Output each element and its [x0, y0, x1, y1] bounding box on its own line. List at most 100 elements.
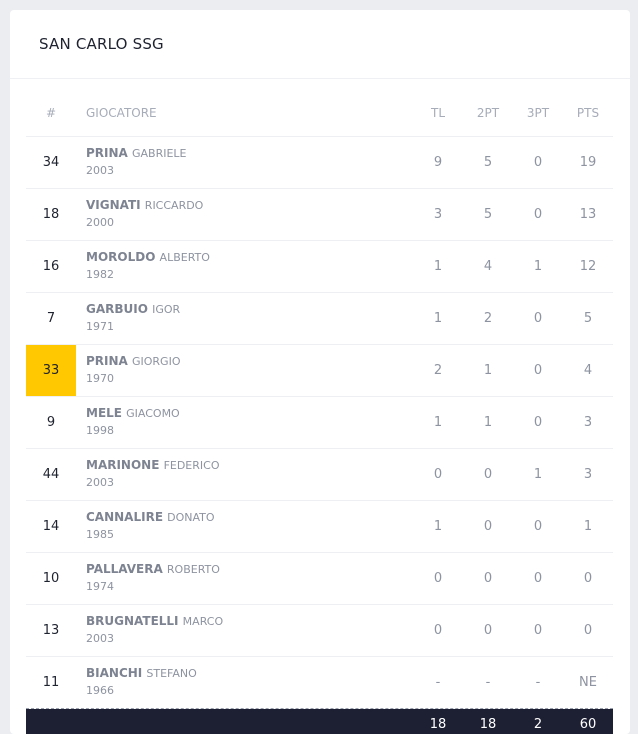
team-name: SAN CARLO SSG	[39, 35, 164, 53]
col-number-header: #	[45, 105, 57, 120]
player-first-name[interactable]: MARCO	[182, 615, 224, 628]
player-first-name[interactable]: ALBERTO	[159, 251, 210, 264]
player-birth-year: 1974	[86, 580, 114, 593]
player-cell: PALLAVERA ROBERTO 1974	[76, 561, 413, 596]
player-last-name[interactable]: PRINA	[86, 146, 128, 160]
player-first-name[interactable]: GIACOMO	[126, 407, 180, 420]
stat-pts: NE	[579, 675, 597, 690]
total-2pt: 18	[479, 717, 497, 732]
player-first-name[interactable]: GABRIELE	[131, 147, 187, 160]
stat-tl: 1	[433, 519, 443, 534]
player-first-name[interactable]: GIORGIO	[131, 355, 181, 368]
stat-3pt: 0	[533, 415, 543, 430]
player-last-name[interactable]: CANNALIRE	[86, 510, 164, 524]
table-row: 18 VIGNATI RICCARDO 2000 3 5 0 13	[26, 189, 613, 241]
player-first-name[interactable]: ROBERTO	[166, 563, 220, 576]
player-cell: BRUGNATELLI MARCO 2003	[76, 613, 413, 648]
stat-pts: 4	[583, 363, 593, 378]
player-last-name[interactable]: MOROLDO	[86, 250, 156, 264]
stat-pts: 12	[579, 259, 597, 274]
stat-tl: 9	[433, 155, 443, 170]
stat-tl: 2	[433, 363, 443, 378]
player-number: 44	[42, 467, 60, 482]
player-number: 34	[42, 155, 60, 170]
total-3pt: 2	[533, 717, 543, 732]
player-first-name[interactable]: STEFANO	[146, 667, 197, 680]
player-first-name[interactable]: IGOR	[152, 303, 181, 316]
stat-2pt: 0	[483, 467, 493, 482]
stat-3pt: 1	[533, 259, 543, 274]
player-cell: VIGNATI RICCARDO 2000	[76, 197, 413, 232]
total-pts: 60	[579, 717, 597, 732]
player-birth-year: 1998	[86, 424, 114, 437]
table-row: 11 BIANCHI STEFANO 1966 - - - NE	[26, 657, 613, 708]
table-row: 9 MELE GIACOMO 1998 1 1 0 3	[26, 397, 613, 449]
stat-3pt: 0	[533, 519, 543, 534]
total-tl: 18	[429, 717, 447, 732]
player-number: 14	[42, 519, 60, 534]
table-row-highlighted: 33 PRINA GIORGIO 1970 2 1 0 4	[26, 345, 613, 397]
stat-2pt: 1	[483, 415, 493, 430]
player-last-name[interactable]: MELE	[86, 406, 122, 420]
player-last-name[interactable]: PALLAVERA	[86, 562, 163, 576]
stat-tl: 1	[433, 415, 443, 430]
player-cell: CANNALIRE DONATO 1985	[76, 509, 413, 544]
player-stats-table: # GIOCATORE TL 2PT 3PT PTS 34 PRINA GABR…	[26, 89, 613, 734]
stat-3pt: 0	[533, 311, 543, 326]
player-birth-year: 1970	[86, 372, 114, 385]
col-tl-header: TL	[430, 105, 445, 120]
stat-2pt: 5	[483, 155, 493, 170]
player-first-name[interactable]: DONATO	[167, 511, 215, 524]
player-last-name[interactable]: MARINONE	[86, 458, 160, 472]
player-last-name[interactable]: BIANCHI	[86, 666, 143, 680]
totals-row: 18 18 2 60	[26, 709, 613, 734]
stat-3pt: -	[535, 675, 541, 690]
stat-3pt: 0	[533, 207, 543, 222]
player-first-name[interactable]: RICCARDO	[144, 199, 204, 212]
player-number: 13	[42, 623, 60, 638]
table-row: 44 MARINONE FEDERICO 2003 0 0 1 3	[26, 449, 613, 501]
player-birth-year: 1982	[86, 268, 114, 281]
player-number-highlighted: 33	[26, 345, 76, 396]
player-last-name[interactable]: PRINA	[86, 354, 128, 368]
player-first-name[interactable]: FEDERICO	[163, 459, 220, 472]
table-row: 13 BRUGNATELLI MARCO 2003 0 0 0 0	[26, 605, 613, 657]
stat-tl: 0	[433, 467, 443, 482]
stat-tl: 3	[433, 207, 443, 222]
stat-2pt: -	[485, 675, 491, 690]
player-last-name[interactable]: VIGNATI	[86, 198, 141, 212]
stat-pts: 13	[579, 207, 597, 222]
col-2pt-header: 2PT	[476, 105, 500, 120]
stat-tl: -	[435, 675, 441, 690]
stat-pts: 5	[583, 311, 593, 326]
stat-3pt: 0	[533, 623, 543, 638]
stat-pts: 3	[583, 415, 593, 430]
table-row: 10 PALLAVERA ROBERTO 1974 0 0 0 0	[26, 553, 613, 605]
player-number: 9	[46, 415, 56, 430]
player-last-name[interactable]: GARBUIO	[86, 302, 148, 316]
player-last-name[interactable]: BRUGNATELLI	[86, 614, 179, 628]
player-cell: MARINONE FEDERICO 2003	[76, 457, 413, 492]
player-cell: PRINA GIORGIO 1970	[76, 353, 413, 388]
table-row: 34 PRINA GABRIELE 2003 9 5 0 19	[26, 137, 613, 189]
col-player-header: GIOCATORE	[86, 105, 157, 120]
player-number: 7	[46, 311, 56, 326]
stat-pts: 1	[583, 519, 593, 534]
stat-3pt: 0	[533, 363, 543, 378]
player-birth-year: 2003	[86, 632, 114, 645]
stat-2pt: 2	[483, 311, 493, 326]
player-cell: BIANCHI STEFANO 1966	[76, 665, 413, 700]
player-number: 16	[42, 259, 60, 274]
stat-tl: 0	[433, 623, 443, 638]
stat-3pt: 1	[533, 467, 543, 482]
player-cell: PRINA GABRIELE 2003	[76, 145, 413, 180]
table-header-row: # GIOCATORE TL 2PT 3PT PTS	[26, 89, 613, 137]
player-birth-year: 2000	[86, 216, 114, 229]
team-stats-card: SAN CARLO SSG # GIOCATORE TL 2PT 3PT PTS…	[10, 10, 630, 734]
player-birth-year: 2003	[86, 164, 114, 177]
stat-tl: 0	[433, 571, 443, 586]
stat-tl: 1	[433, 259, 443, 274]
stat-pts: 19	[579, 155, 597, 170]
stat-2pt: 4	[483, 259, 493, 274]
player-number: 11	[42, 675, 60, 690]
